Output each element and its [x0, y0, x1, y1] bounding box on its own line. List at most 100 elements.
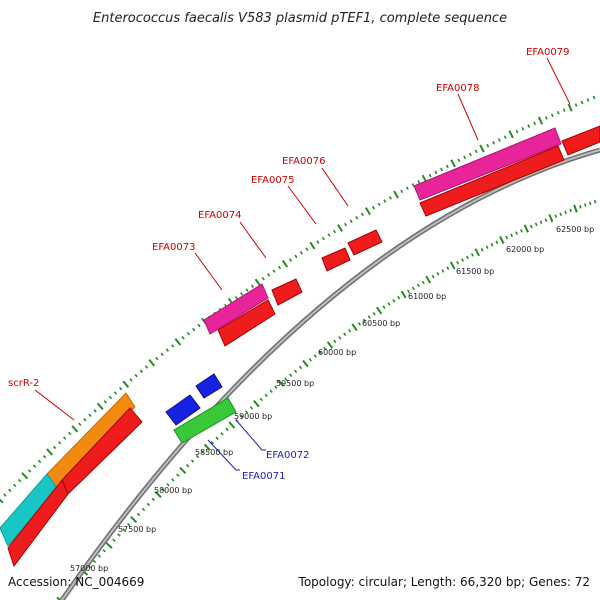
outer-guide-tick: [515, 129, 519, 134]
outer-guide-tick: [349, 219, 353, 223]
outer-guide-tick: [148, 359, 156, 367]
gene-EFA0079-red[interactable]: [561, 125, 600, 156]
inner-guide-tick: [416, 283, 420, 288]
inner-guide-tick: [510, 233, 514, 238]
inner-guide-tick: [534, 222, 538, 227]
outer-guide-tick: [27, 469, 32, 473]
inner-guide-tick: [480, 247, 484, 252]
outer-guide-tick: [474, 149, 478, 154]
gene-label-EFA0071: EFA0071: [242, 471, 285, 482]
inner-guide-tick: [539, 220, 543, 225]
gene-red-lower[interactable]: [7, 479, 69, 568]
inner-guide-tick: [318, 350, 322, 355]
scale-label-57000: 57000 bp: [70, 564, 108, 573]
outer-guide-tick: [78, 422, 82, 427]
outer-guide-tick: [245, 288, 249, 292]
gene-EFA0078-magenta[interactable]: [413, 127, 562, 201]
outer-guide-tick: [562, 108, 566, 112]
outer-guide-tick: [18, 478, 22, 483]
outer-guide-tick: [281, 259, 289, 268]
inner-guide-tick: [343, 332, 347, 337]
gene-EFA0071-green[interactable]: [173, 397, 237, 444]
inner-guide-tick: [190, 459, 195, 463]
inner-guide-tick: [548, 214, 554, 223]
inner-guide-tick: [425, 275, 432, 284]
label-leaders: [34, 57, 571, 471]
inner-guide-tick: [308, 358, 312, 362]
scale-label-62000: 62000 bp: [506, 245, 544, 254]
outer-guide-tick: [463, 155, 467, 160]
gene-EFA0078-red[interactable]: [419, 145, 565, 217]
outer-guide-tick: [457, 158, 461, 163]
outer-guide-tick: [165, 348, 170, 352]
outer-guide-tick: [96, 402, 104, 410]
gene-EFA0072-blue-a[interactable]: [165, 394, 201, 426]
gene-label-EFA0074: EFA0074: [198, 210, 241, 221]
inner-guide-tick: [348, 328, 352, 333]
gene-label-EFA0078: EFA0078: [436, 83, 479, 94]
inner-guide-tick: [421, 280, 425, 285]
outer-guide-tick: [32, 464, 37, 468]
inner-guide-tick: [333, 339, 337, 344]
outer-guide-tick: [545, 116, 548, 120]
outer-guide-tick: [388, 196, 392, 200]
gene-EFA0073-red[interactable]: [217, 299, 276, 347]
inner-guide-tick: [407, 289, 411, 294]
inner-guide-tick: [573, 204, 578, 213]
outer-guide-tick: [171, 344, 175, 348]
inner-guide-tick: [154, 491, 162, 499]
inner-guide-tick: [302, 359, 309, 368]
gene-labels: scrR-2 EFA0073 EFA0074 EFA0075 EFA0076 E…: [8, 47, 569, 482]
outer-guide-tick: [503, 135, 507, 139]
outer-guide-tick: [37, 459, 42, 464]
inner-guide-tick: [253, 399, 260, 408]
outer-guide-tick: [521, 127, 525, 131]
outer-guide-tick: [181, 335, 185, 340]
outer-guide-tick: [428, 173, 432, 178]
gene-EFA0073-magenta[interactable]: [203, 283, 269, 335]
gene-EFA0074-red[interactable]: [271, 278, 303, 306]
outer-guide-tick: [492, 141, 496, 145]
inner-guide-tick: [277, 379, 285, 387]
gene-EFA0075-red[interactable]: [321, 247, 351, 272]
scale-labels: 57000 bp 57500 bp 58000 bp 58500 bp 5900…: [70, 225, 594, 573]
scale-label-61000: 61000 bp: [408, 292, 446, 301]
inner-guide-tick: [564, 210, 567, 215]
outer-guide-tick: [113, 391, 118, 395]
inner-guide-tick: [112, 538, 116, 542]
inner-guide-tick: [559, 212, 563, 217]
outer-guide-tick: [445, 164, 449, 169]
inner-guide-tick: [239, 414, 244, 419]
inner-guide-tick: [351, 323, 358, 332]
outer-guide-tick: [88, 413, 92, 417]
outer-guide-tick: [139, 369, 143, 374]
gene-label-EFA0073: EFA0073: [152, 242, 195, 253]
inner-guide-tick: [411, 286, 415, 291]
inner-guide-tick: [397, 295, 401, 300]
outer-guide-tick: [533, 121, 536, 126]
outer-guide-tick: [272, 269, 276, 273]
gene-EFA0072-blue-b[interactable]: [195, 373, 223, 399]
inner-guide-tick: [326, 341, 334, 349]
outer-guide-tick: [68, 431, 72, 436]
inner-guide-tick: [593, 199, 597, 204]
inner-guide-tick: [136, 512, 141, 517]
inner-guide-tick: [387, 302, 391, 306]
inner-guide-tick: [583, 203, 587, 207]
outer-guide-tick: [13, 483, 17, 488]
outer-guide-tick: [8, 488, 12, 492]
outer-guide-tick: [108, 395, 113, 400]
outer-guide-tick: [122, 380, 130, 388]
gene-label-EFA0076: EFA0076: [282, 156, 325, 167]
gene-EFA0076-red[interactable]: [347, 229, 383, 256]
outer-guide-tick: [234, 296, 238, 300]
outer-guide-tick: [450, 159, 456, 168]
outer-guide-tick: [537, 116, 544, 125]
inner-guide-tick: [294, 369, 298, 374]
inner-guide-tick: [461, 258, 465, 262]
inner-guide-tick: [357, 322, 362, 326]
outer-guide-tick: [355, 215, 359, 220]
inner-guide-tick: [505, 235, 509, 240]
outer-guide-tick: [417, 180, 421, 184]
